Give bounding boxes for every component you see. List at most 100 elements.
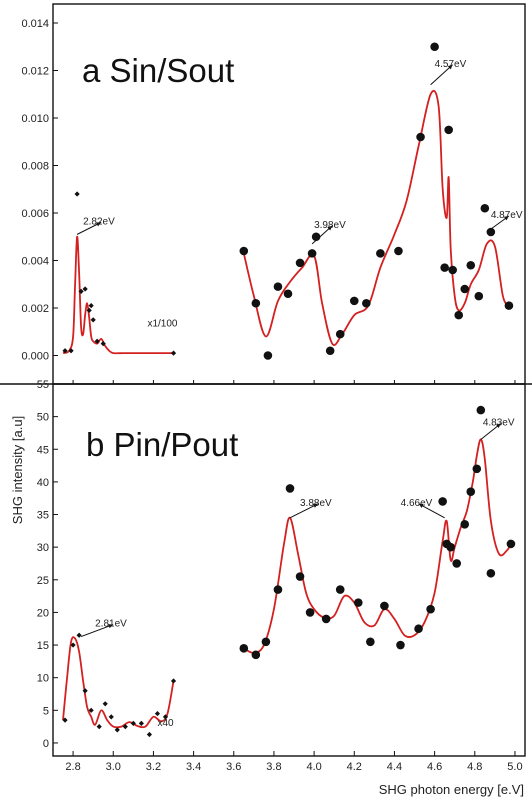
annotation-arrow — [289, 503, 319, 519]
data-point — [307, 249, 317, 258]
data-point — [380, 601, 389, 611]
data-point — [62, 348, 68, 354]
x-tick-label: 4.8 — [467, 761, 482, 773]
x-tick-label: 4.2 — [347, 761, 362, 773]
y-tick-label: 10 — [37, 673, 49, 685]
annotation-arrow-head — [313, 503, 319, 508]
data-point — [460, 284, 470, 294]
data-point — [273, 282, 283, 291]
y-tick-label: 45 — [37, 444, 49, 456]
y-tick-label: 5 — [43, 705, 49, 717]
data-point — [452, 559, 462, 568]
data-point — [486, 227, 496, 237]
annotation-arrow-head — [327, 225, 333, 231]
annotation-arrow — [418, 503, 445, 519]
fit-curve-line — [242, 89, 510, 346]
annotation-arrow-head — [108, 624, 114, 629]
annotation-label: 3.88eV — [300, 498, 332, 509]
data-point — [88, 707, 94, 713]
y-tick-label: 0 — [43, 738, 49, 750]
x-tick-label: 4.0 — [306, 761, 321, 773]
data-point — [146, 731, 153, 738]
annotation-label: 2.81eV — [95, 619, 127, 630]
panel-b: 0 5 10 15 20 25 30 35 40 45 50 55 2.8 3.0 3.2 3.4 3.6 3.8… — [37, 379, 523, 773]
y-tick-label: 35 — [37, 510, 49, 522]
data-point — [426, 604, 435, 614]
data-point — [114, 727, 120, 733]
data-point — [454, 310, 464, 320]
data-point — [122, 724, 128, 730]
annotation-label: 4.57eV — [435, 59, 467, 70]
data-point — [170, 678, 177, 684]
data-point — [504, 301, 514, 310]
annotation-arrow — [430, 64, 453, 86]
data-point — [94, 338, 100, 344]
data-point — [130, 720, 136, 726]
data-point — [68, 348, 74, 354]
data-point — [162, 714, 169, 720]
data-point — [349, 296, 359, 306]
x-tick-label: 4.4 — [387, 761, 402, 773]
data-point — [82, 286, 88, 292]
y-tick-label: 0.008 — [21, 161, 49, 173]
data-point — [335, 585, 345, 594]
panel-a: 0.000 0.002 0.004 0.006 0.008 0.010 0.012 0.014… — [21, 18, 523, 384]
data-point — [251, 650, 261, 660]
y-tick-label: 0.010 — [21, 113, 49, 125]
data-point — [460, 520, 470, 529]
y-tick-label: 0.002 — [21, 303, 49, 315]
data-point — [446, 542, 455, 552]
data-point — [466, 260, 476, 270]
data-point — [100, 341, 106, 347]
y-axis-label: SHG intensity [a.u] — [10, 416, 25, 524]
data-point — [138, 720, 144, 726]
data-point — [440, 263, 449, 272]
data-point — [486, 568, 496, 578]
fit-curve-line — [243, 438, 512, 654]
data-point — [88, 303, 94, 309]
data-point — [295, 258, 305, 268]
x-tick-label: 2.8 — [65, 761, 80, 773]
data-point — [273, 585, 283, 594]
data-point — [366, 637, 375, 647]
data-point — [430, 42, 439, 52]
panel-label: a Sin/Sout — [82, 52, 234, 89]
data-point — [444, 125, 453, 135]
annotation-label: 3.98eV — [314, 220, 346, 231]
data-point — [102, 701, 108, 707]
data-point — [476, 405, 486, 415]
data-point — [353, 598, 363, 607]
data-point — [263, 351, 273, 360]
data-point — [438, 497, 447, 506]
annotation-arrow-head — [96, 222, 102, 227]
x-tick-label: 3.0 — [106, 761, 121, 773]
data-point — [251, 298, 261, 308]
x-tick-label: 3.8 — [266, 761, 281, 773]
annotation-arrow-head — [418, 503, 424, 508]
x-tick-label: 3.6 — [226, 761, 241, 773]
data-point — [414, 624, 423, 634]
annotation-label: 4.66eV — [401, 498, 433, 509]
y-tick-label: 0.014 — [21, 18, 49, 30]
data-point — [239, 246, 249, 256]
data-point — [74, 191, 80, 197]
data-point — [394, 246, 403, 256]
panel-label: b Pin/Pout — [86, 426, 238, 463]
data-point — [285, 484, 295, 493]
annotation-label: 4.83eV — [483, 417, 515, 428]
data-point — [154, 710, 161, 717]
data-point — [76, 632, 82, 638]
data-point — [90, 317, 96, 323]
data-point — [362, 298, 371, 308]
annotation-label: 4.87eV — [491, 210, 523, 221]
annotation-arrow-head — [447, 64, 453, 70]
data-point — [295, 572, 305, 581]
data-point — [78, 288, 84, 294]
data-point — [283, 289, 293, 299]
y-tick-label: 0.006 — [21, 208, 49, 220]
data-point — [474, 291, 484, 301]
y-tick-label: 25 — [37, 575, 49, 587]
annotation-label: x1/100 — [147, 319, 177, 330]
